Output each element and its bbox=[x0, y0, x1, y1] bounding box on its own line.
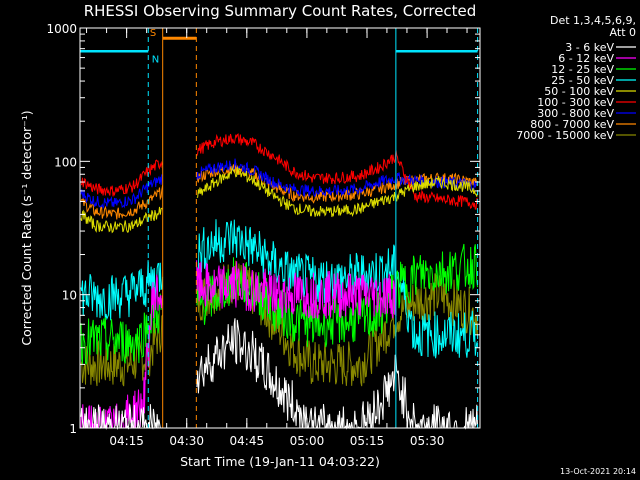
legend-label: 7000 - 15000 keV bbox=[516, 129, 614, 142]
y-tick-label: 1000 bbox=[46, 22, 77, 36]
x-tick-label: 04:15 bbox=[109, 434, 144, 448]
y-tick-label: 10 bbox=[62, 289, 77, 303]
chart-title: RHESSI Observing Summary Count Rates, Co… bbox=[84, 2, 477, 20]
legend-label: 50 - 100 keV bbox=[544, 85, 614, 98]
legend-label: 6 - 12 keV bbox=[558, 52, 614, 65]
x-tick-label: 04:45 bbox=[230, 434, 265, 448]
series-line bbox=[80, 158, 478, 210]
plot-timestamp: 13-Oct-2021 20:14 bbox=[560, 467, 636, 476]
legend-label: 800 - 7000 keV bbox=[530, 118, 614, 131]
legend-label: 12 - 25 keV bbox=[551, 63, 614, 76]
legend-detectors: Det 1,3,4,5,6,9, bbox=[550, 14, 636, 27]
series-line bbox=[80, 165, 479, 234]
series-line bbox=[80, 219, 479, 359]
y-tick-label: 100 bbox=[54, 155, 77, 169]
legend-label: 3 - 6 keV bbox=[565, 41, 614, 54]
y-axis-title: Corrected Count Rate (s⁻¹ detector⁻¹) bbox=[19, 110, 34, 345]
flag-label-s: S bbox=[150, 28, 156, 39]
legend-label: 100 - 300 keV bbox=[537, 96, 614, 109]
x-axis-title: Start Time (19-Jan-11 04:03:22) bbox=[180, 454, 380, 469]
x-tick-label: 05:30 bbox=[410, 434, 445, 448]
plot-frame bbox=[79, 27, 481, 429]
x-tick-label: 04:30 bbox=[169, 434, 204, 448]
axes: 1 10 100 1000 04:15 04:30 04:45 05:00 05:15 05:30 bbox=[46, 22, 480, 448]
x-tick-label: 05:15 bbox=[350, 434, 385, 448]
legend-attenuator: Att 0 bbox=[610, 26, 636, 39]
flag-label-n: N bbox=[152, 55, 159, 66]
y-tick-label: 1 bbox=[69, 422, 77, 436]
legend-label: 25 - 50 keV bbox=[551, 74, 614, 87]
x-tick-label: 05:00 bbox=[290, 434, 325, 448]
series-line bbox=[81, 133, 478, 210]
legend-label: 300 - 800 keV bbox=[537, 107, 614, 120]
